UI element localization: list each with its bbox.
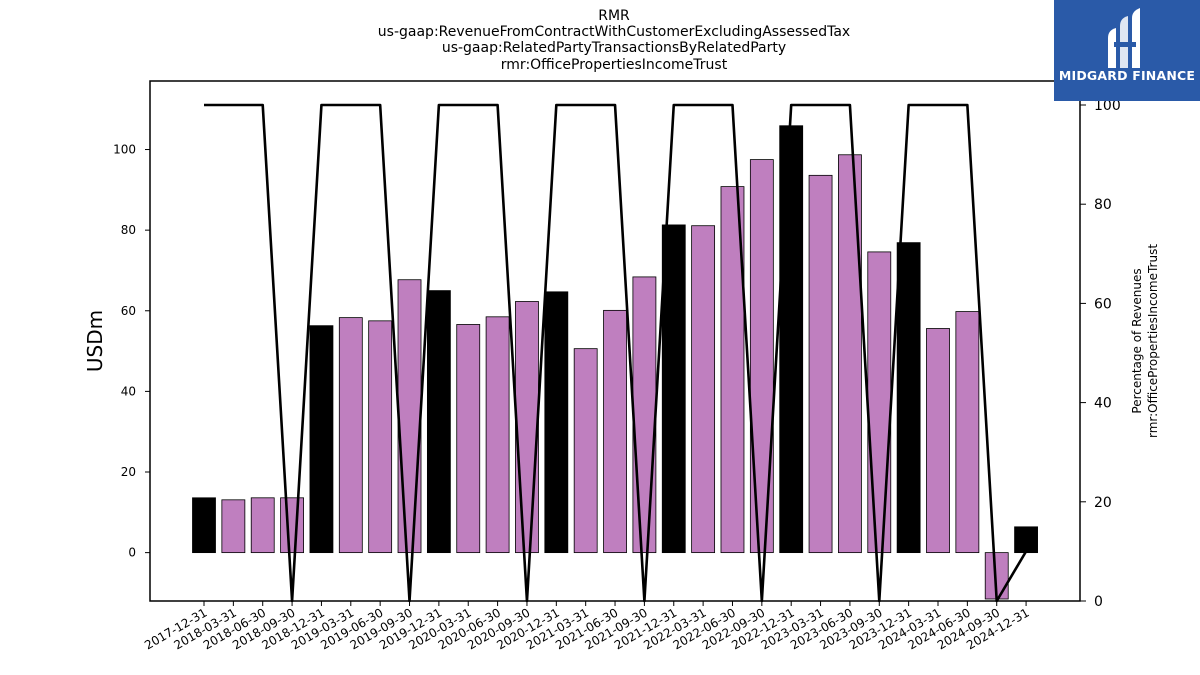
bar-2021-03-31 [573, 348, 598, 554]
y-axis-right: 0 20 40 60 80 100 [1080, 98, 1121, 610]
y-axis-right-label-line-1: Percentage of Revenues [1130, 268, 1144, 413]
y-left-tick-label-100: 100 [113, 143, 136, 157]
bar-2019-06-30 [368, 320, 393, 554]
bar-2024-03-31 [926, 328, 950, 554]
bar-2021-06-30 [603, 309, 627, 554]
bar-2019-03-31 [338, 317, 363, 554]
bar-2018-06-30 [250, 497, 275, 554]
bar-2018-12-31 [309, 325, 334, 554]
bar-2023-03-31 [808, 174, 833, 554]
y-right-tick-label-60: 60 [1094, 296, 1112, 312]
y-right-tick-label-40: 40 [1094, 396, 1112, 412]
title-line-2: us-gaap:RevenueFromContractWithCustomerE… [378, 24, 850, 40]
x-axis: 2017-12-312018-03-312018-06-302018-09-30… [142, 601, 1032, 652]
title-line-4: rmr:OfficePropertiesIncomeTrust [501, 57, 728, 73]
y-left-tick-label-0: 0 [128, 546, 136, 560]
logo-mark-icon [1108, 8, 1140, 68]
percentage-line-path [204, 103, 1028, 603]
bar-2022-03-31 [691, 225, 716, 554]
bar-2020-06-30 [485, 316, 510, 554]
bar-2023-12-31 [896, 242, 921, 554]
bar-2022-06-30 [720, 186, 745, 554]
bar-2017-12-31 [192, 497, 216, 554]
bar-2020-12-31 [544, 291, 569, 554]
logo-text: MIDGARD FINANCE [1058, 68, 1196, 83]
bar-2024-06-30 [955, 311, 980, 554]
title-line-1: RMR [598, 8, 630, 24]
title-line-3: us-gaap:RelatedPartyTransactionsByRelate… [442, 40, 786, 56]
y-left-tick-label-20: 20 [121, 465, 136, 479]
bar-2020-03-31 [456, 324, 481, 554]
y-axis-right-label-line-2: rmr:OfficePropertiesIncomeTrust [1146, 244, 1160, 438]
y-axis-left-label: USDm [83, 310, 107, 372]
y-axis-left: 0 20 40 60 80 100 [113, 143, 150, 560]
bar-2019-09-30 [397, 279, 422, 554]
y-left-tick-label-80: 80 [121, 223, 136, 237]
bar-2023-06-30 [838, 154, 862, 554]
chart-title: RMR us-gaap:RevenueFromContractWithCusto… [378, 8, 850, 73]
bar-2022-12-31 [779, 125, 804, 554]
bar-2019-12-31 [426, 290, 451, 554]
bar-2022-09-30 [749, 159, 774, 554]
y-right-tick-label-0: 0 [1094, 594, 1103, 610]
bar-2020-09-30 [515, 301, 539, 554]
y-right-tick-label-20: 20 [1094, 495, 1112, 511]
bar-2023-09-30 [867, 251, 892, 554]
percentage-line [204, 103, 1028, 603]
y-right-tick-label-80: 80 [1094, 197, 1112, 213]
plot-frame [149, 80, 1081, 602]
bar-2021-12-31 [661, 224, 686, 554]
bars [192, 125, 1038, 600]
bar-2024-12-31 [1014, 526, 1038, 554]
bar-2018-03-31 [221, 499, 246, 554]
y-right-tick-label-100: 100 [1094, 98, 1121, 114]
company-logo: MIDGARD FINANCE [1054, 0, 1200, 101]
y-left-tick-label-60: 60 [121, 304, 136, 318]
bar-2018-09-30 [280, 497, 304, 554]
bar-2021-09-30 [632, 276, 657, 554]
y-left-tick-label-40: 40 [121, 384, 136, 398]
